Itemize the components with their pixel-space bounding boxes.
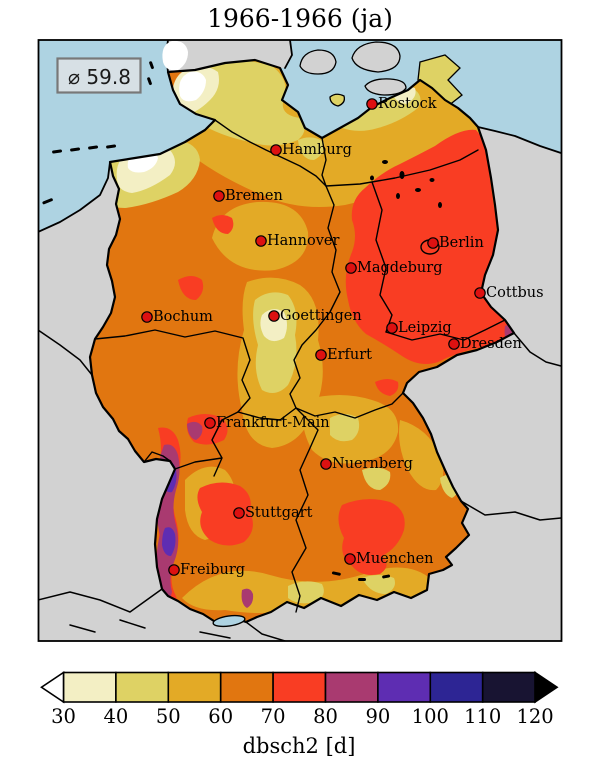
city-dot (345, 262, 357, 274)
colorbar-segment (167, 671, 222, 703)
city-label: Hannover (267, 233, 339, 249)
city-marker: Nuernberg (320, 456, 413, 472)
city-label: Magdeburg (357, 260, 442, 276)
city-marker: Hannover (255, 233, 339, 249)
colorbar-tick: 100 (412, 705, 449, 728)
colorbar-segment (481, 671, 536, 703)
city-label: Leipzig (398, 320, 452, 336)
colorbar-over-arrow (534, 671, 559, 704)
colorbar-segment (115, 671, 170, 703)
city-dot (204, 417, 216, 429)
colorbar-segment (377, 671, 432, 703)
city-marker: Muenchen (344, 551, 433, 567)
city-dot (448, 338, 460, 350)
city-marker: Frankfurt-Main (204, 415, 330, 431)
city-dot (255, 235, 267, 247)
islands-and-lakes (42, 61, 442, 628)
colorbar-segment (324, 671, 379, 703)
colorbar-tick: 70 (261, 705, 286, 728)
city-label: Muenchen (356, 551, 433, 567)
city-label: Hamburg (282, 142, 352, 158)
colorbar-tick: 40 (103, 705, 128, 728)
city-label: Berlin (439, 235, 484, 251)
average-value: ⌀ 59.8 (68, 65, 131, 89)
colorbar-segment (219, 671, 274, 703)
state-borders (94, 119, 506, 613)
danish-islands (299, 41, 407, 96)
colorbar-tick: 90 (365, 705, 390, 728)
city-label: Goettingen (280, 308, 362, 324)
city-marker: Erfurt (315, 347, 372, 363)
city-label: Bremen (225, 188, 283, 204)
city-dot (427, 237, 439, 249)
colorbar-tick: 120 (516, 705, 553, 728)
city-marker: Dresden (448, 336, 522, 352)
city-dot (320, 458, 332, 470)
city-label: Freiburg (180, 562, 245, 578)
city-label: Stuttgart (245, 505, 313, 521)
colorbar-segment (272, 671, 327, 703)
colorbar-tick: 30 (51, 705, 76, 728)
map-plot: ⌀ 59.8 Rostock Hamburg Bremen Hannover Berli… (38, 40, 562, 641)
city-marker: Magdeburg (345, 260, 442, 276)
colorbar-tick: 110 (464, 705, 501, 728)
city-label: Dresden (460, 336, 522, 352)
city-dot (233, 507, 245, 519)
city-marker: Hamburg (270, 142, 352, 158)
city-label: Bochum (153, 309, 213, 325)
city-marker: Rostock (366, 96, 437, 112)
city-dot (141, 311, 153, 323)
city-dot (315, 349, 327, 361)
city-layer: Rostock Hamburg Bremen Hannover Berlin Magdeb… (141, 96, 544, 578)
lake-constance (212, 614, 246, 628)
city-dot (344, 553, 356, 565)
city-dot (366, 98, 378, 110)
city-marker: Freiburg (168, 562, 245, 578)
colorbar-tick: 50 (156, 705, 181, 728)
map-frame (37, 39, 563, 642)
city-dot (168, 564, 180, 576)
city-label: Cottbus (486, 285, 544, 301)
foreign-borders (38, 329, 562, 641)
city-label: Frankfurt-Main (216, 415, 330, 431)
city-dot (213, 190, 225, 202)
city-marker: Berlin (427, 235, 484, 251)
colorbar: 30 40 50 60 70 80 90 100 110 120 (40, 671, 559, 728)
colorbar-label: dbsch2 [d] (243, 734, 356, 758)
city-marker: Leipzig (386, 320, 452, 336)
figure-title: 1966-1966 (ja) (207, 4, 393, 33)
city-marker: Goettingen (268, 308, 362, 324)
city-dot (268, 310, 280, 322)
city-label: Rostock (378, 96, 437, 112)
city-dot (386, 322, 398, 334)
colorbar-under-arrow (40, 671, 65, 704)
colorbar-tick: 80 (313, 705, 338, 728)
colorbar-segment (62, 671, 117, 703)
data-patch-denmark (162, 40, 188, 71)
city-marker: Stuttgart (233, 505, 313, 521)
colorbar-tick: 60 (208, 705, 233, 728)
city-marker: Bochum (141, 309, 213, 325)
city-marker: Cottbus (474, 285, 544, 301)
average-box: ⌀ 59.8 (56, 57, 142, 94)
city-label: Erfurt (327, 347, 372, 363)
city-marker: Bremen (213, 188, 283, 204)
city-dot (270, 144, 282, 156)
city-label: Nuernberg (332, 456, 413, 472)
colorbar-segment (429, 671, 484, 703)
city-dot (474, 287, 486, 299)
